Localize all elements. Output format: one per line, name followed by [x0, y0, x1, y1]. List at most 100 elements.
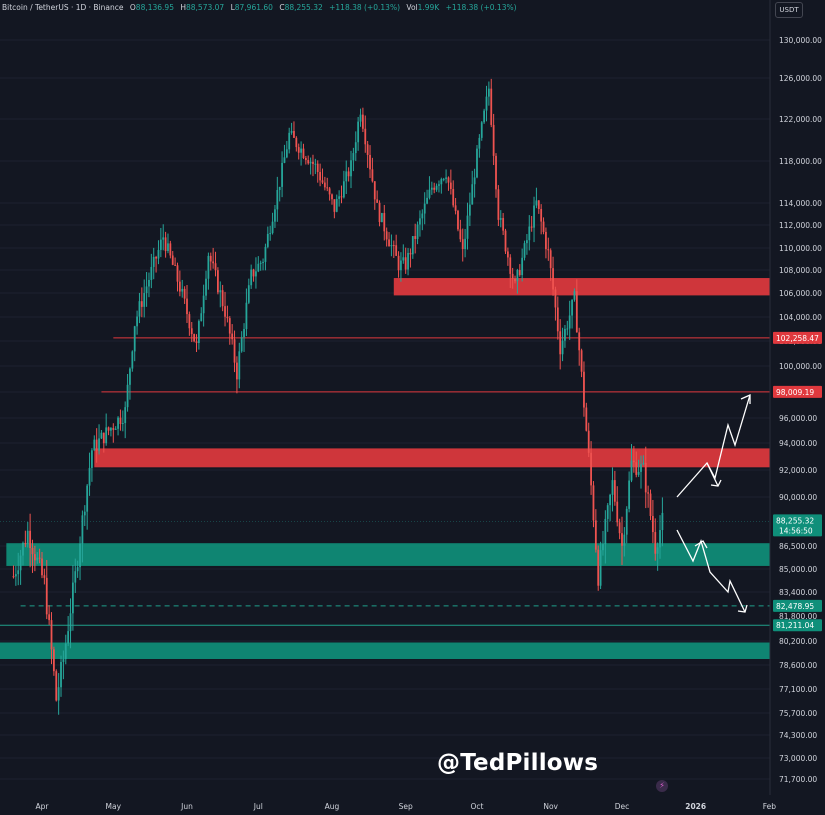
candle — [419, 210, 421, 237]
candle — [150, 253, 153, 289]
candle-body — [654, 532, 657, 554]
candle — [183, 286, 186, 304]
candle-body — [152, 256, 155, 267]
candle-body — [461, 239, 464, 250]
candle-body — [238, 351, 241, 380]
candle — [197, 319, 200, 350]
close-value: 88,255.32 — [284, 3, 323, 12]
candle-body — [580, 350, 583, 372]
candle-body — [347, 171, 350, 177]
candle-body — [561, 340, 564, 355]
candle-body — [22, 542, 24, 556]
bearish-projection-arrow — [676, 529, 746, 613]
candle — [594, 509, 597, 553]
candle-body — [628, 480, 631, 509]
lightning-icon[interactable]: ⚡ — [656, 780, 668, 792]
candle-body — [464, 238, 467, 250]
candle — [98, 424, 100, 455]
candle-body — [38, 557, 41, 559]
y-tick-label: 92,000.00 — [779, 466, 817, 475]
candle — [573, 288, 576, 302]
candle — [155, 255, 157, 273]
candle — [371, 157, 374, 183]
candle — [138, 292, 141, 324]
candle-body — [107, 427, 110, 431]
candle-body — [181, 288, 184, 292]
candle-body — [583, 371, 585, 408]
candle-body — [449, 182, 452, 189]
currency-button[interactable]: USDT — [775, 2, 803, 18]
extra-axis-label: 81,800.00 — [779, 612, 817, 621]
candle — [326, 177, 329, 192]
candle — [64, 634, 67, 665]
candle — [625, 506, 628, 544]
candle — [347, 167, 350, 182]
candle-body — [440, 179, 443, 185]
candle-body — [388, 239, 390, 247]
y-tick-label: 106,000.00 — [779, 289, 822, 298]
candle-body — [119, 417, 122, 424]
candle — [297, 143, 300, 160]
candle — [388, 232, 390, 247]
candle-body — [459, 229, 462, 240]
candle — [497, 185, 500, 227]
candle — [112, 423, 115, 443]
candle-body — [568, 315, 571, 329]
candle — [107, 426, 110, 436]
candle — [400, 252, 402, 282]
candle-body — [197, 321, 200, 344]
candle — [86, 484, 89, 530]
candle — [537, 200, 540, 214]
candle-body — [259, 262, 262, 264]
candle-body — [350, 160, 352, 177]
candle-body — [499, 218, 502, 220]
bullish-arrowhead — [740, 393, 751, 404]
level-badge-text: 98,009.19 — [776, 388, 814, 397]
candle-body — [642, 462, 645, 465]
candle-body — [297, 147, 300, 153]
candle — [547, 237, 550, 261]
candle-body — [195, 341, 198, 344]
candle — [559, 319, 562, 370]
candle — [285, 140, 288, 159]
candle — [319, 163, 322, 187]
candle-body — [435, 185, 438, 190]
candle-body — [174, 264, 177, 266]
candle — [461, 228, 464, 262]
level-badge-text: 82,478.95 — [776, 602, 814, 611]
candle — [221, 284, 224, 312]
volume-change-value: +118.38 (+0.13%) — [445, 3, 517, 12]
candle-body — [354, 142, 357, 154]
candle — [440, 177, 443, 194]
candle — [345, 160, 348, 194]
candle-body — [112, 428, 115, 430]
candle-body — [221, 290, 224, 307]
candle-body — [212, 261, 215, 264]
candle — [395, 234, 398, 257]
candle — [466, 202, 469, 250]
last-price-countdown: 14:56:50 — [779, 526, 813, 535]
candle-body — [74, 571, 77, 583]
high-value: 88,573.07 — [186, 3, 225, 12]
candle — [276, 176, 279, 222]
candle — [17, 552, 20, 586]
candle — [381, 212, 383, 223]
candle-body — [335, 198, 338, 212]
candle — [212, 247, 215, 269]
candle-body — [57, 687, 60, 701]
candle — [604, 510, 607, 564]
candle-body — [547, 249, 550, 251]
candle — [452, 180, 455, 208]
candle — [88, 452, 91, 496]
candle — [613, 470, 616, 506]
price-axis[interactable]: 130,000.00 126,000.00 122,000.00 118,000.00… — [769, 0, 822, 795]
horizontal-levels — [0, 337, 770, 626]
candle-body — [188, 314, 191, 329]
candle-body — [414, 236, 417, 239]
time-axis[interactable]: Apr May Jun Jul Aug Sep Oct Nov Dec 2026 Feb — [36, 802, 777, 811]
candle-body — [659, 530, 661, 548]
candle — [649, 489, 652, 521]
candle-body — [609, 494, 612, 506]
y-tick-label: 96,000.00 — [779, 414, 817, 423]
